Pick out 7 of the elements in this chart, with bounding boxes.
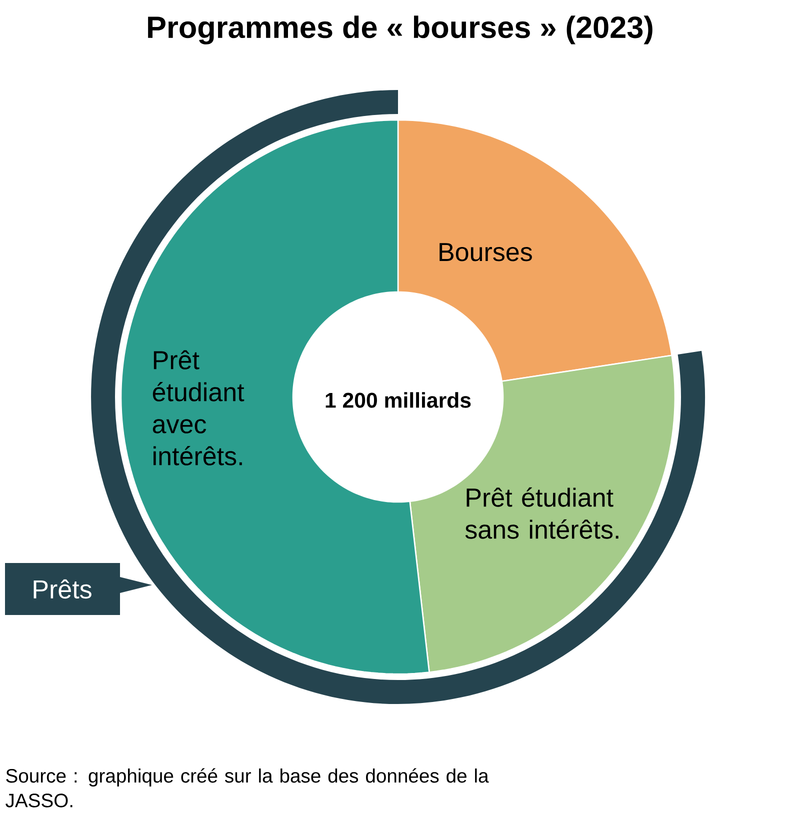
chart-title: Programmes de « bourses » (2023) — [148, 16, 652, 44]
source-note: Source : graphique créé sur la base des données de la JASSO. — [6, 768, 489, 808]
slice-label: Prêt étudiant sans intérêts. — [465, 487, 618, 539]
slice-label: Prêt étudiant avec intérêts. — [152, 350, 244, 466]
slice-label: Bourses — [440, 243, 532, 262]
text: 1 200 milliards — [326, 392, 471, 408]
text: Prêts — [34, 579, 92, 599]
